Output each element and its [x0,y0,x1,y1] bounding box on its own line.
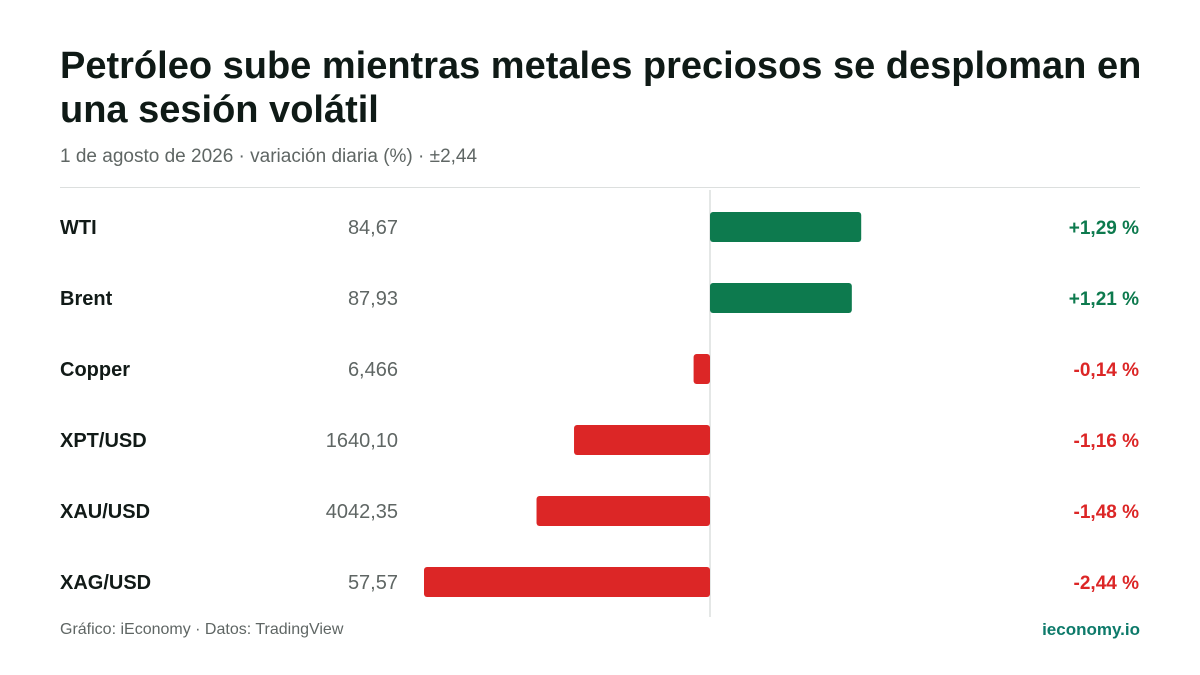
category-label: WTI [60,217,97,239]
category-label: XAG/USD [60,572,151,594]
value-label: -2,44 % [1074,573,1140,594]
bar [710,212,862,242]
category-label: Copper [60,359,130,381]
price-label: 4042,35 [326,501,398,523]
bar [710,283,852,313]
bar [536,496,710,526]
category-label: Brent [60,288,113,310]
bar [574,425,710,455]
price-label: 6,466 [348,359,398,381]
price-label: 57,57 [348,572,398,594]
header-divider [60,187,1140,188]
price-label: 84,67 [348,217,398,239]
bar [424,567,710,597]
chart-title: Petróleo sube mientras metales preciosos… [60,45,1142,131]
value-label: -1,48 % [1074,502,1140,523]
category-label: XAU/USD [60,501,150,523]
value-label: -0,14 % [1074,360,1140,381]
price-label: 87,93 [348,288,398,310]
brand-link[interactable]: ieconomy.io [1042,620,1140,639]
value-label: +1,29 % [1069,218,1139,239]
chart-subtitle: 1 de agosto de 2026 · variación diaria (… [60,146,478,167]
value-label: -1,16 % [1074,431,1140,452]
value-label: +1,21 % [1069,289,1139,310]
source-credit: Gráfico: iEconomy · Datos: TradingView [60,621,344,638]
price-label: 1640,10 [326,430,398,452]
bar [693,354,710,384]
category-label: XPT/USD [60,430,147,452]
